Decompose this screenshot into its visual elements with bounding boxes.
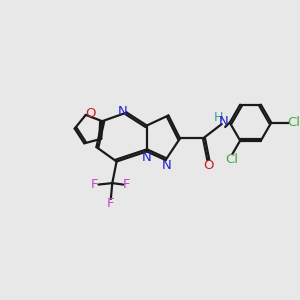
Text: Cl: Cl xyxy=(287,116,300,129)
Text: H: H xyxy=(214,111,223,124)
Text: Cl: Cl xyxy=(226,153,239,166)
Text: N: N xyxy=(118,105,127,118)
Text: O: O xyxy=(203,159,214,172)
Text: F: F xyxy=(123,178,130,191)
Text: N: N xyxy=(142,151,152,164)
Text: F: F xyxy=(107,197,115,210)
Text: N: N xyxy=(218,115,228,128)
Text: O: O xyxy=(86,107,96,120)
Text: N: N xyxy=(162,159,172,172)
Text: F: F xyxy=(91,178,99,191)
